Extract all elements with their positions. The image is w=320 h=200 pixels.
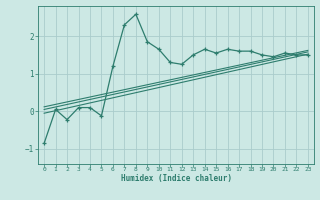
X-axis label: Humidex (Indice chaleur): Humidex (Indice chaleur) xyxy=(121,174,231,183)
